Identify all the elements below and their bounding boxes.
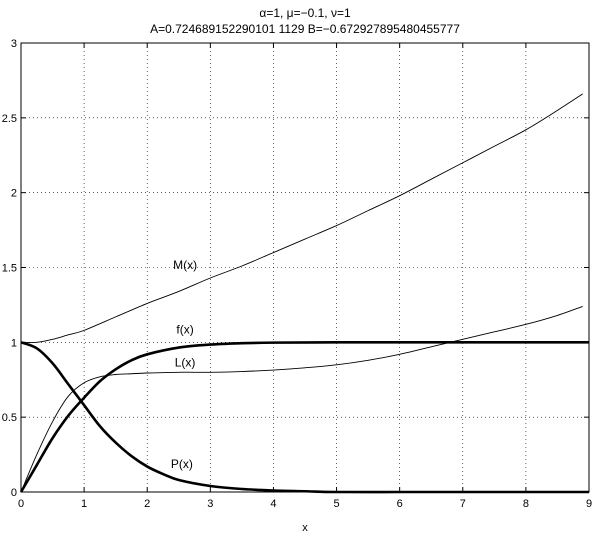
y-tick-label-3: 1.5 (2, 263, 17, 275)
series-line-mx (20, 93, 583, 343)
x-tick-label-1: 1 (81, 498, 87, 510)
x-tick-label-2: 2 (144, 498, 150, 510)
y-tick-label-4: 2 (11, 188, 17, 200)
x-tick-label-8: 8 (523, 498, 529, 510)
y-tick-label-2: 1 (11, 337, 17, 349)
series-line-fx (19, 341, 589, 493)
series-line-lx (20, 305, 583, 493)
grid (21, 43, 589, 492)
chart-subtitle: A=0.724689152290101 1129 B=−0.6729278954… (150, 22, 460, 36)
y-tick-label-6: 3 (11, 38, 17, 50)
x-tick-label-5: 5 (333, 498, 339, 510)
ticks: 0 1 2 3 4 5 6 7 8 9 0 0.5 1 1.5 2 2.5 3 (2, 38, 592, 510)
y-tick-label-0: 0 (11, 487, 17, 499)
x-tick-label-9: 9 (586, 498, 592, 510)
x-tick-label-7: 7 (460, 498, 466, 510)
y-tick-label-1: 0.5 (2, 412, 17, 424)
x-tick-label-0: 0 (18, 498, 24, 510)
x-tick-label-4: 4 (270, 498, 276, 510)
curve-label-px: P(x) (171, 457, 193, 471)
x-tick-label-6: 6 (397, 498, 403, 510)
chart-title: α=1, μ=−0.1, ν=1 (259, 6, 351, 20)
y-tick-label-5: 2.5 (2, 113, 17, 125)
annotations: M(x) f(x) L(x) P(x) (171, 258, 197, 471)
curve-label-lx: L(x) (175, 355, 196, 369)
curve-label-fx: f(x) (176, 322, 193, 336)
series-layer (19, 93, 589, 494)
x-axis-label: x (302, 522, 308, 534)
curve-label-mx: M(x) (173, 258, 197, 272)
x-tick-label-3: 3 (207, 498, 213, 510)
